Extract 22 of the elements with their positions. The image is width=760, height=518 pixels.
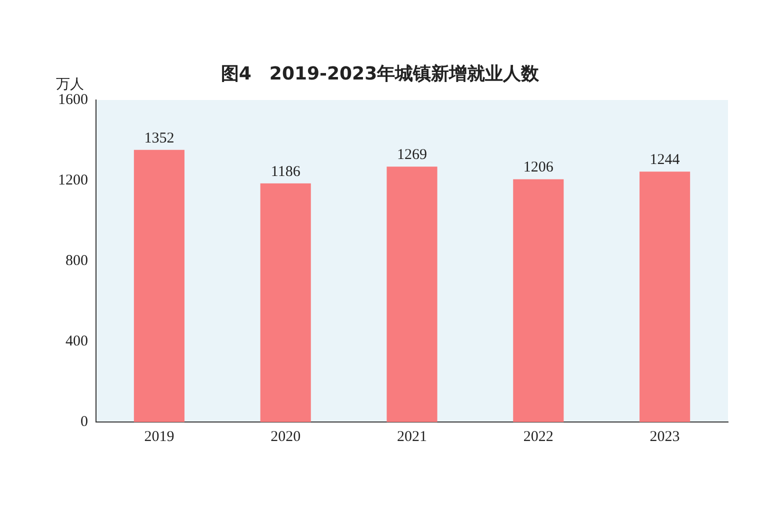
y-tick-label: 800 (66, 252, 88, 269)
data-label: 1352 (144, 130, 174, 146)
y-tick-label: 1200 (58, 172, 88, 188)
y-tick-label: 400 (66, 333, 88, 350)
x-tick-label: 2023 (650, 428, 680, 445)
bar (513, 179, 564, 422)
y-tick-label: 1600 (58, 92, 88, 108)
y-axis-title: 万人 (56, 76, 84, 93)
bar (134, 150, 184, 422)
chart-title: 图4 2019-2023年城镇新增就业人数 (220, 64, 540, 85)
bar (640, 172, 690, 422)
data-label: 1244 (650, 152, 680, 168)
data-label: 1186 (270, 164, 301, 180)
x-tick-label: 2022 (523, 428, 554, 445)
x-tick-label: 2021 (397, 428, 427, 445)
bar (386, 166, 438, 422)
x-tick-label: 2020 (270, 428, 301, 445)
x-tick-label: 2019 (144, 428, 174, 445)
y-tick-label: 0 (80, 414, 88, 430)
data-label: 1206 (523, 160, 554, 176)
bar (260, 183, 311, 422)
data-label: 1269 (397, 147, 427, 164)
